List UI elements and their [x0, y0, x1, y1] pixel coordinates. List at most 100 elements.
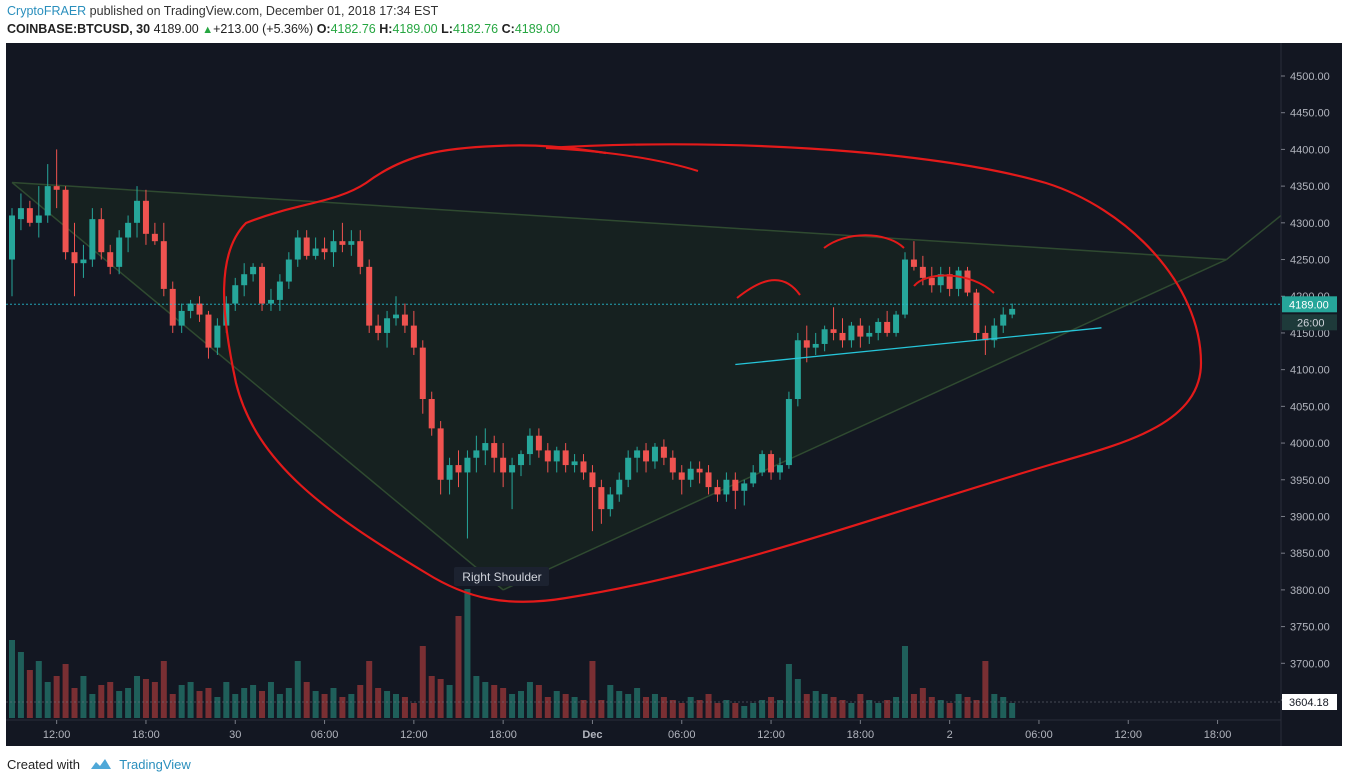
author-link[interactable]: CryptoFRAER: [7, 4, 87, 18]
candle-body: [839, 332, 846, 341]
right-shoulder-arc: [913, 274, 995, 294]
candle-body: [643, 450, 650, 462]
volume-bar: [428, 676, 435, 718]
price-tick-label: 3950.00: [1290, 475, 1330, 487]
candle-body: [330, 241, 337, 253]
candle-body: [142, 200, 149, 234]
high-label: H:: [379, 22, 393, 36]
volume-bar: [321, 694, 328, 718]
candle-body: [125, 222, 132, 238]
volume-bar: [464, 589, 471, 718]
pattern-line-extension: [1226, 214, 1282, 261]
price-change: +213.00 (+5.36%): [213, 22, 314, 36]
volume-bar: [303, 682, 310, 718]
volume-bar: [768, 697, 775, 718]
candle-body: [214, 325, 221, 348]
tradingview-link[interactable]: TradingView: [119, 757, 191, 772]
right-shoulder-label: Right Shoulder: [462, 570, 541, 584]
volume-bar: [53, 676, 60, 718]
candle-body: [937, 274, 944, 286]
published-text: published on TradingView.com, December 0…: [86, 4, 439, 18]
volume-bar: [35, 661, 42, 718]
symbol-name: COINBASE:BTCUSD, 30: [7, 22, 151, 36]
candle-body: [1000, 314, 1007, 326]
candle-body: [196, 303, 203, 315]
candle-body: [928, 277, 935, 286]
candle-body: [607, 494, 614, 510]
candle-body: [348, 241, 355, 245]
volume-bar: [928, 697, 935, 718]
tradingview-logo-icon[interactable]: [90, 757, 112, 774]
neckline-trendline: [735, 327, 1102, 366]
candle-body: [285, 259, 292, 282]
volume-bar: [634, 688, 641, 718]
volume-bar: [134, 676, 141, 718]
pattern-line: [502, 258, 1227, 591]
volume-bar: [571, 697, 578, 718]
price-tick-label: 4250.00: [1290, 255, 1330, 267]
candle-body: [509, 465, 516, 473]
candle-body: [946, 274, 953, 289]
pattern-line: [11, 181, 1227, 261]
low-value: 4182.76: [452, 22, 499, 36]
volume-bar: [187, 682, 194, 718]
price-tick-label: 4400.00: [1290, 144, 1330, 156]
candle-body: [634, 450, 641, 458]
volume-bar: [866, 700, 873, 718]
countdown-label: 26:00: [1297, 317, 1325, 329]
candle-body: [26, 208, 33, 223]
candle-body: [410, 325, 417, 348]
last-price-label: 4189.00: [1289, 299, 1329, 311]
candle-body: [241, 274, 248, 286]
volume-bar: [214, 697, 221, 718]
volume-bar: [107, 682, 114, 718]
candle-body: [500, 457, 507, 473]
volume-bar: [803, 694, 810, 718]
volume-bar: [276, 694, 283, 718]
volume-bar: [857, 694, 864, 718]
volume-bar: [80, 676, 87, 718]
volume-bar: [241, 688, 248, 718]
candle-body: [455, 465, 462, 473]
candle-body: [89, 219, 96, 260]
volume-bar: [848, 703, 855, 718]
volume-bar: [973, 700, 980, 718]
volume-bar: [589, 661, 596, 718]
candle-body: [223, 303, 230, 326]
volume-bar: [518, 691, 525, 718]
candle-body: [750, 472, 757, 484]
volume-bar: [491, 685, 498, 718]
candle-body: [80, 259, 87, 264]
volume-bar: [1000, 697, 1007, 718]
price-tick-label: 3800.00: [1290, 585, 1330, 597]
candle-body: [571, 461, 578, 466]
candle-body: [848, 325, 855, 341]
price-tick-label: 3900.00: [1290, 511, 1330, 523]
candle-body: [178, 310, 185, 326]
candle-body: [821, 329, 828, 344]
candle-body: [267, 299, 274, 304]
volume-bar: [875, 703, 882, 718]
candle-body: [357, 241, 364, 267]
price-tick-label: 4050.00: [1290, 401, 1330, 413]
candle-body: [812, 343, 819, 348]
volume-bar: [267, 682, 274, 718]
candle-body: [392, 314, 399, 319]
volume-bar: [723, 700, 730, 718]
candle-body: [491, 443, 498, 458]
candle-body: [910, 259, 917, 267]
volume-bar: [839, 700, 846, 718]
candle-body: [741, 483, 748, 491]
volume-bar: [455, 616, 462, 718]
candle-body: [830, 329, 837, 333]
volume-bar: [446, 685, 453, 718]
volume-bar: [62, 664, 69, 718]
candle-body: [991, 325, 998, 341]
volume-bar: [142, 679, 149, 718]
volume-bar: [375, 688, 382, 718]
price-chart[interactable]: 4500.00 4450.00 4400.00 4350.00 4300.00 4250.…: [6, 43, 1342, 746]
candle-body: [518, 454, 525, 466]
volume-bar: [785, 664, 792, 718]
volume-bar: [955, 694, 962, 718]
volume-bar: [312, 691, 319, 718]
